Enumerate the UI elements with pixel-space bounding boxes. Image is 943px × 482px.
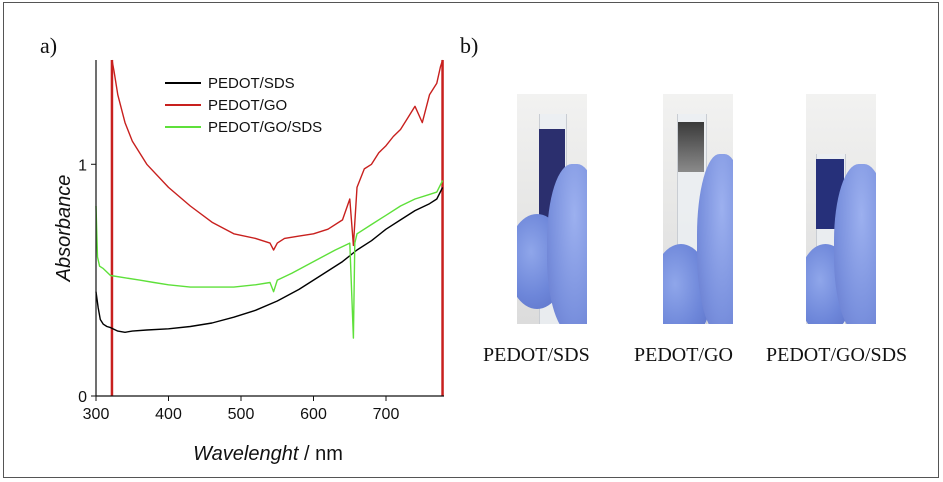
y-tick-label: 0: [78, 389, 87, 406]
y-axis-title: Absorbance: [53, 175, 75, 283]
legend-label: PEDOT/SDS: [208, 75, 295, 92]
x-axis-title-unit: / nm: [298, 443, 342, 465]
photo-pedot-sds: [517, 94, 587, 324]
x-tick-label: 700: [373, 406, 400, 423]
axis-ticks: 300 400 500 600 700 0 1: [78, 157, 399, 423]
x-axis-title-main: Wavelenght: [193, 443, 300, 465]
caption-pedot-go: PEDOT/GO: [634, 344, 733, 366]
series-line-1: [95, 187, 444, 333]
glove-finger: [834, 164, 876, 324]
glove-finger: [697, 154, 733, 324]
x-tick-label: 300: [83, 406, 110, 423]
series-line-3: [95, 180, 444, 339]
photo-pedot-go: [663, 94, 733, 324]
photo-pedot-go-sds: [806, 94, 876, 324]
figure-frame: [3, 2, 939, 478]
caption-pedot-sds: PEDOT/SDS: [483, 344, 590, 366]
panel-b-label: b): [460, 33, 479, 58]
glove-finger: [547, 164, 587, 324]
caption-pedot-go-sds: PEDOT/GO/SDS: [766, 344, 908, 366]
legend-label: PEDOT/GO/SDS: [208, 119, 322, 136]
legend: PEDOT/SDS PEDOT/GO PEDOT/GO/SDS: [165, 75, 322, 136]
x-tick-label: 500: [228, 406, 255, 423]
legend-label: PEDOT/GO: [208, 97, 287, 114]
x-axis-title: Wavelenght / nm: [193, 443, 343, 465]
x-tick-label: 600: [300, 406, 327, 423]
plot-layer: [95, 59, 444, 396]
x-tick-label: 400: [155, 406, 182, 423]
series-line-2: [111, 59, 444, 251]
panel-a-label: a): [40, 33, 58, 58]
film-sample: [678, 122, 704, 172]
y-tick-label: 1: [78, 157, 87, 174]
